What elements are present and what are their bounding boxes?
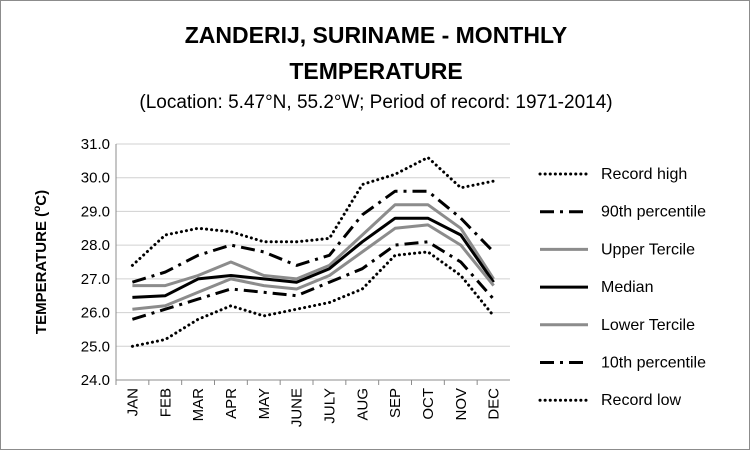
y-axis-label-superscript: o (32, 206, 43, 212)
x-axis-ticks: JAN FEB MAR APR MAY JUNE JULY AUG SEP OCT NOV DEC (115, 380, 503, 427)
legend-label: Record high (601, 166, 687, 183)
y-tick-label: 31.0 (81, 136, 110, 153)
y-tick-label: 26.0 (81, 305, 110, 322)
y-axis-ticks: 24.0 25.0 26.0 27.0 28.0 29.0 30.0 31.0 (81, 136, 110, 389)
x-tick-label: JULY (321, 388, 338, 424)
legend: Record high 90th percentile Upper Tercile M… (538, 166, 706, 409)
series-line-10th-percentile (131, 240, 495, 321)
y-tick-label: 27.0 (81, 271, 110, 288)
chart-title-line-2: TEMPERATURE (289, 58, 463, 84)
chart-subtitle: (Location: 5.47°N, 55.2°W; Period of rec… (139, 92, 613, 113)
series-line-90th-percentile (131, 189, 495, 284)
x-tick-label: AUG (354, 388, 371, 421)
legend-label: Upper Tercile (601, 241, 695, 258)
series-line-lower-tercile (132, 223, 495, 311)
x-tick-label: NOV (453, 388, 470, 421)
x-tick-label: JUNE (289, 388, 306, 427)
y-tick-label: 29.0 (81, 203, 110, 220)
x-tick-label: OCT (420, 388, 437, 420)
y-tick-label: 30.0 (81, 170, 110, 187)
y-tick-label: 24.0 (81, 372, 110, 389)
series-line-record-high (130, 156, 496, 267)
series-line-upper-tercile (132, 203, 495, 288)
x-tick-label: FEB (157, 388, 174, 417)
y-tick-label: 25.0 (81, 338, 110, 355)
x-tick-label: MAR (190, 388, 207, 422)
x-tick-label: MAY (256, 388, 273, 419)
y-axis-label-main: TEMPERATURE ( (33, 212, 50, 334)
y-tick-label: 28.0 (81, 237, 110, 254)
legend-label: Record low (601, 392, 681, 409)
series-lines (130, 156, 496, 348)
y-axis-label: TEMPERATURE (oC) (32, 190, 50, 334)
x-tick-label: DEC (486, 388, 503, 420)
series-line-record-low (130, 250, 496, 348)
x-tick-label: JAN (124, 388, 141, 416)
y-axis-label-end: C) (33, 190, 50, 206)
legend-label: 90th percentile (601, 204, 706, 221)
x-tick-label: APR (223, 388, 240, 419)
series-line-median (132, 216, 495, 299)
chart-title-line-1: ZANDERIJ, SURINAME - MONTHLY (184, 22, 568, 48)
legend-label: 10th percentile (601, 355, 706, 372)
legend-label: Median (601, 279, 653, 296)
x-tick-label: SEP (387, 388, 404, 418)
legend-label: Lower Tercile (601, 317, 695, 334)
